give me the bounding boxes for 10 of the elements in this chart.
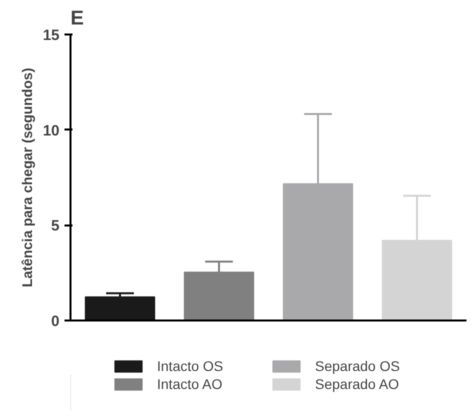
legend-label: Intacto AO: [157, 376, 224, 392]
legend-label: Separado AO: [315, 376, 400, 392]
y-tick-label: 5: [51, 218, 60, 235]
legend-label: Intacto OS: [157, 358, 224, 374]
y-tick-label: 0: [51, 313, 60, 330]
y-tick-label: 15: [42, 27, 60, 44]
legend-label: Separado OS: [315, 358, 401, 374]
y-axis-title: Latência para chegar (segundos): [18, 68, 35, 288]
y-tick-label: 10: [42, 122, 60, 140]
chart-title: E: [70, 8, 84, 30]
